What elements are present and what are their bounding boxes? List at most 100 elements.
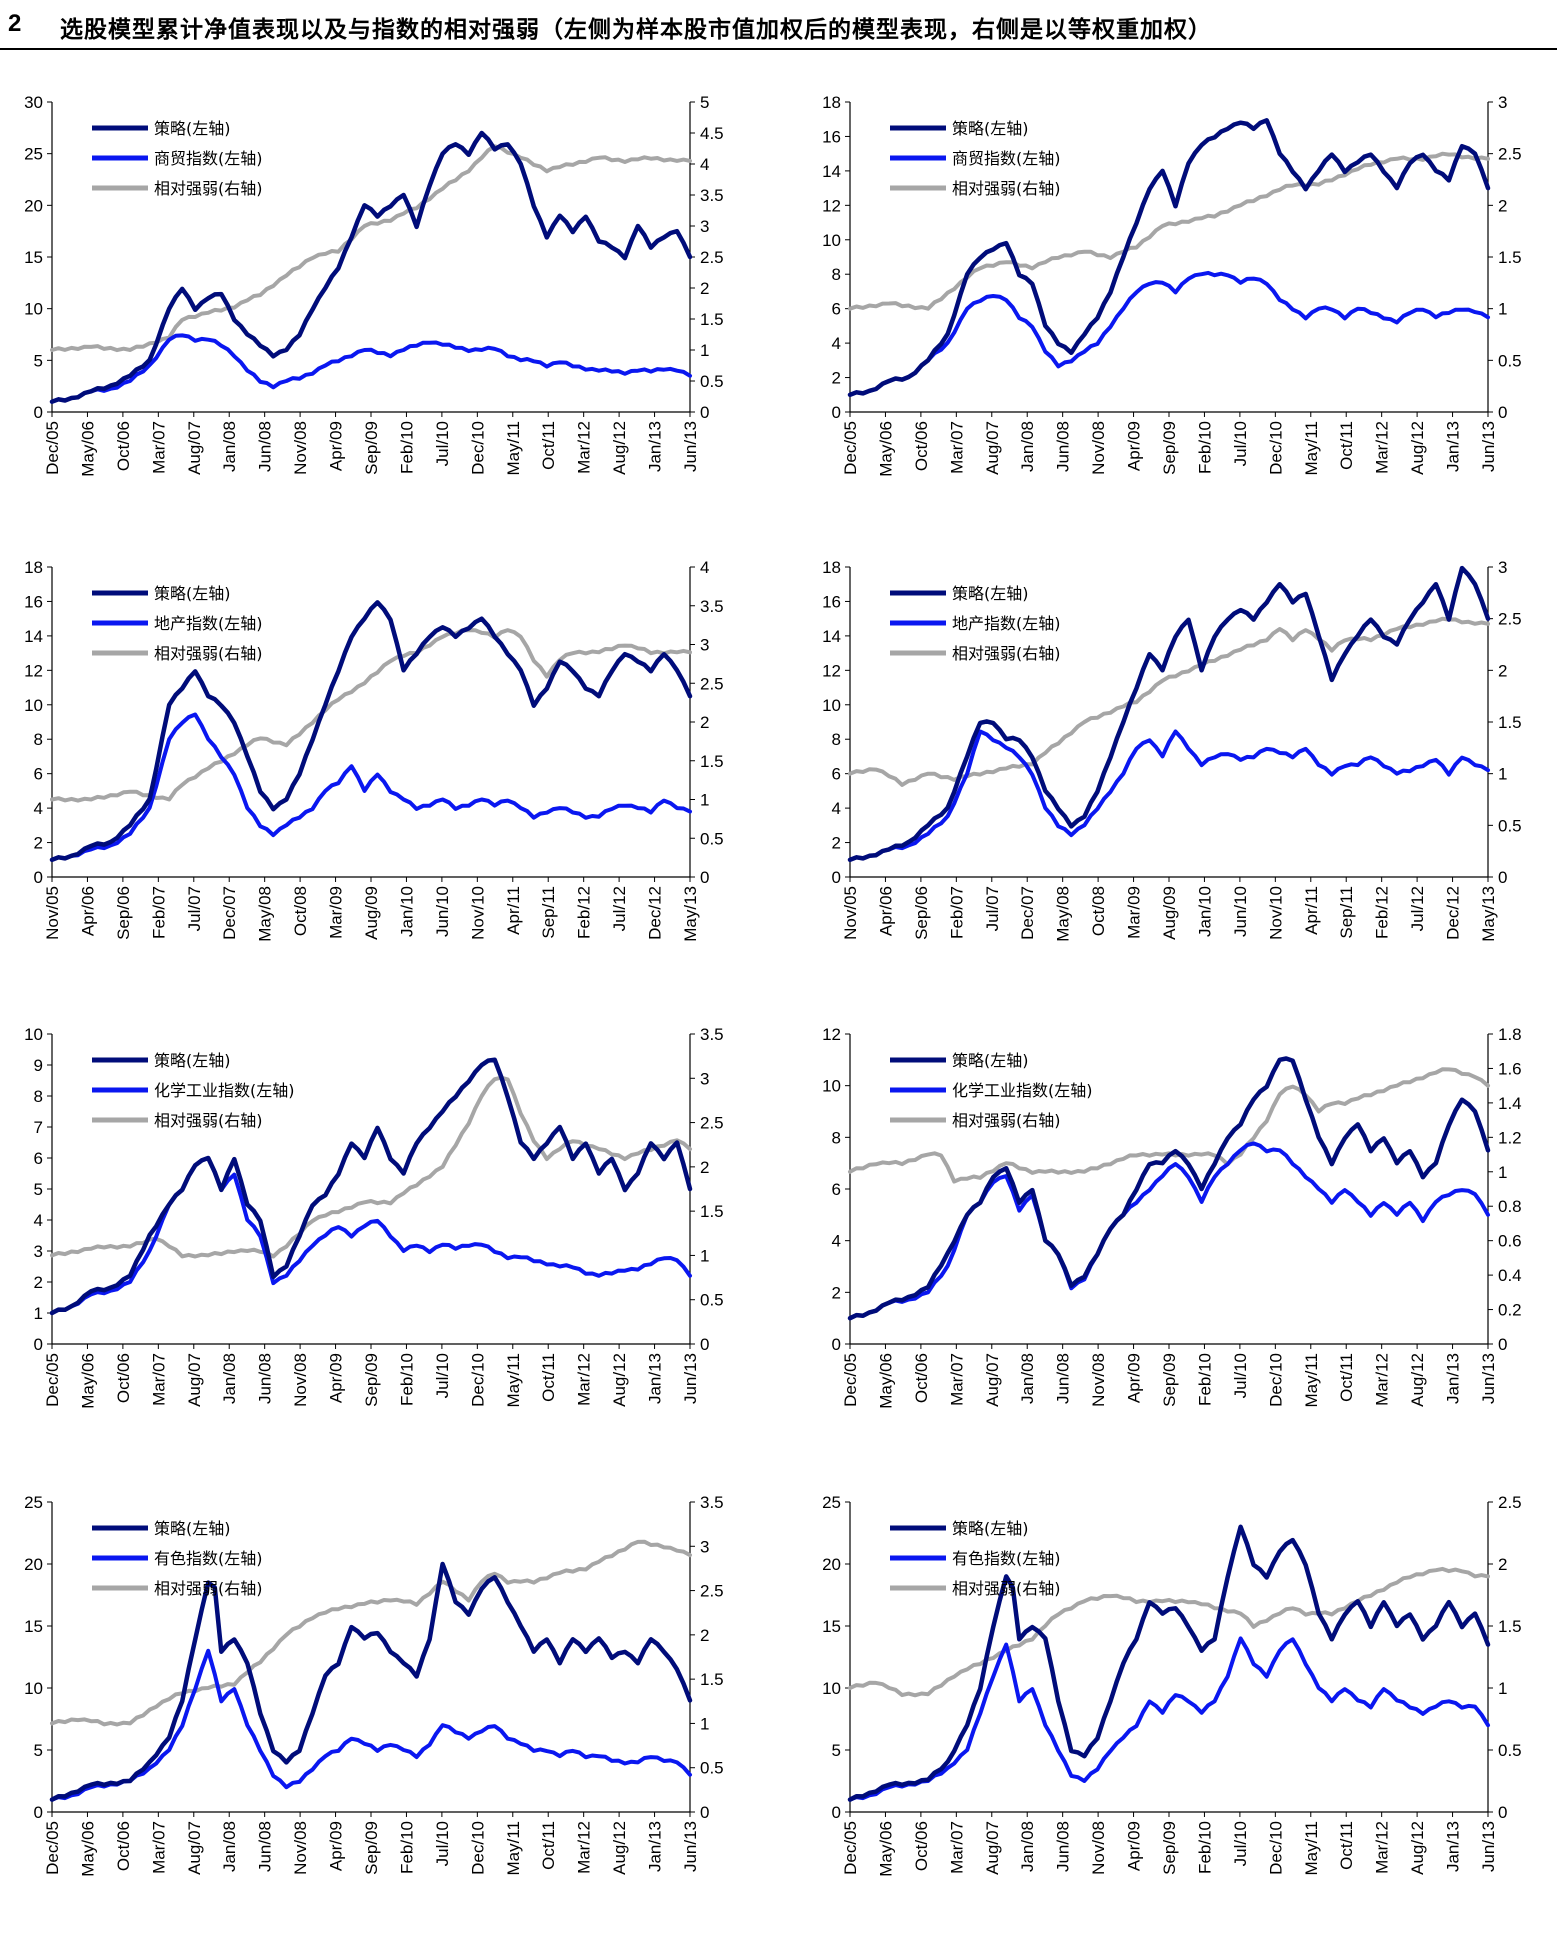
series-line-index — [50, 1156, 692, 1315]
x-tick-label: Sep/09 — [1160, 421, 1179, 475]
legend-label-index: 地产指数(左轴) — [154, 614, 263, 633]
x-tick-label: Mar/09 — [1125, 886, 1144, 939]
left-tick-label: 8 — [832, 1128, 841, 1147]
x-tick-label: Apr/09 — [1125, 421, 1144, 471]
right-tick-label: 3.5 — [700, 1025, 724, 1044]
left-tick-label: 2 — [34, 834, 43, 853]
figure-title: 选股模型累计净值表现以及与指数的相对强弱（左侧为样本股市值加权后的模型表现，右侧… — [60, 17, 1212, 43]
left-tick-label: 0 — [832, 868, 841, 887]
x-tick-label: Jan/08 — [220, 1353, 239, 1404]
x-tick-label: Aug/07 — [983, 1353, 1002, 1407]
x-tick-label: Dec/10 — [1266, 1353, 1285, 1407]
right-tick-label: 2 — [1498, 661, 1507, 680]
x-tick-label: Jun/08 — [256, 1821, 275, 1872]
left-tick-label: 1 — [34, 1304, 43, 1323]
left-tick-label: 20 — [822, 1555, 841, 1574]
left-tick-label: 25 — [24, 145, 43, 164]
left-tick-label: 6 — [34, 1149, 43, 1168]
legend-label-relative: 相对强弱(右轴) — [154, 1579, 263, 1598]
right-tick-label: 2 — [1498, 196, 1507, 215]
x-tick-label: Mar/12 — [1373, 1821, 1392, 1874]
right-tick-label: 2.5 — [700, 1582, 724, 1601]
left-tick-label: 10 — [24, 1025, 43, 1044]
right-tick-label: 3 — [700, 636, 709, 655]
right-tick-label: 2.5 — [700, 248, 724, 267]
right-tick-label: 3.5 — [700, 186, 724, 205]
x-tick-label: Mar/07 — [149, 1353, 168, 1406]
chart-svg-1: 0 5 10 15 20 25 30 0 0.5 1 1.5 2 2.5 3 3.5 4 4.5 5 Dec/05 M… — [24, 93, 724, 477]
legend-label-relative: 相对强弱(右轴) — [154, 644, 263, 663]
left-tick-label: 6 — [832, 765, 841, 784]
right-tick-label: 1.6 — [1498, 1059, 1522, 1078]
chart-panel-5: 0 1 2 3 4 5 6 7 8 9 10 0 0.5 1 1.5 2 2.5 3 3.5 Dec/05 May/06… — [0, 1000, 778, 1470]
x-tick-label: Jun/08 — [1054, 1821, 1073, 1872]
x-tick-label: Oct/11 — [1337, 1353, 1356, 1402]
left-tick-label: 9 — [34, 1056, 43, 1075]
x-tick-label: Jan/13 — [646, 421, 665, 472]
left-tick-label: 6 — [832, 300, 841, 319]
right-tick-label: 2 — [700, 1158, 709, 1177]
right-tick-label: 1 — [1498, 300, 1507, 319]
chart-svg-7: 0 5 10 15 20 25 0 0.5 1 1.5 2 2.5 3 3.5 Dec/05 May/06 Oc… — [24, 1493, 724, 1877]
legend-label-strategy: 策略(左轴) — [154, 1051, 231, 1070]
x-tick-label: Feb/07 — [149, 886, 168, 939]
left-tick-label: 12 — [822, 661, 841, 680]
right-tick-label: 3.5 — [700, 597, 724, 616]
series-line-relative — [848, 1566, 1490, 1698]
right-tick-label: 2.5 — [1498, 145, 1522, 164]
x-tick-label: May/13 — [1479, 886, 1498, 942]
right-tick-label: 0 — [1498, 1335, 1507, 1354]
left-tick-label: 8 — [34, 1087, 43, 1106]
legend-label-relative: 相对强弱(右轴) — [952, 179, 1061, 198]
right-tick-label: 1.5 — [1498, 248, 1522, 267]
x-tick-label: Jul/10 — [1231, 1353, 1250, 1398]
x-tick-label: Oct/11 — [1337, 1821, 1356, 1870]
x-tick-label: Apr/09 — [327, 1821, 346, 1871]
x-tick-label: May/06 — [78, 421, 97, 477]
series-line-strategy — [49, 1561, 693, 1802]
x-tick-label: Jun/13 — [1479, 1821, 1498, 1872]
left-tick-label: 2 — [832, 369, 841, 388]
series-line-relative — [848, 151, 1490, 311]
x-tick-label: Oct/11 — [1337, 421, 1356, 470]
legend-label-strategy: 策略(左轴) — [952, 584, 1029, 603]
x-tick-label: Apr/09 — [327, 1353, 346, 1403]
x-tick-label: Nov/08 — [291, 1353, 310, 1407]
x-tick-label: Nov/08 — [1089, 1353, 1108, 1407]
left-tick-label: 14 — [822, 627, 841, 646]
x-tick-label: Feb/10 — [1195, 1353, 1214, 1406]
x-tick-label: Jun/13 — [1479, 421, 1498, 472]
x-tick-label: Feb/12 — [1373, 886, 1392, 939]
x-tick-label: Aug/12 — [1408, 421, 1427, 475]
x-tick-label: May/06 — [78, 1821, 97, 1877]
right-tick-label: 0.4 — [1498, 1266, 1522, 1285]
x-tick-label: Jun/13 — [681, 1353, 700, 1404]
left-tick-label: 16 — [24, 592, 43, 611]
right-tick-label: 0.8 — [1498, 1197, 1522, 1216]
x-tick-label: Mar/12 — [575, 421, 594, 474]
x-tick-label: Jul/12 — [1408, 886, 1427, 931]
x-tick-label: Aug/09 — [1160, 886, 1179, 940]
chart-svg-4: 0 2 4 6 8 10 12 14 16 18 0 0.5 1 1.5 2 2.5 3 Nov/05 Apr/06… — [822, 558, 1522, 942]
right-tick-label: 1 — [1498, 1163, 1507, 1182]
legend-label-index: 商贸指数(左轴) — [154, 149, 263, 168]
x-tick-label: Sep/09 — [362, 421, 381, 475]
x-tick-label: Apr/06 — [876, 886, 895, 936]
left-tick-label: 5 — [34, 351, 43, 370]
right-tick-label: 3 — [700, 1537, 709, 1556]
series-line-strategy — [49, 130, 693, 404]
series-line-relative — [50, 1539, 692, 1727]
x-tick-label: Nov/10 — [1266, 886, 1285, 940]
x-tick-label: Jan/13 — [1444, 1821, 1463, 1872]
x-tick-label: Jan/08 — [220, 1821, 239, 1872]
x-tick-label: Sep/09 — [1160, 1353, 1179, 1407]
x-tick-label: Nov/08 — [291, 421, 310, 475]
chart-svg-8: 0 5 10 15 20 25 0 0.5 1 1.5 2 2.5 Dec/05 May/06 Oct/06… — [822, 1493, 1522, 1877]
right-tick-label: 3.5 — [700, 1493, 724, 1512]
left-tick-label: 25 — [24, 1493, 43, 1512]
left-tick-label: 10 — [822, 231, 841, 250]
series-line-relative — [50, 144, 692, 353]
right-tick-label: 4 — [700, 558, 709, 577]
right-tick-label: 0.5 — [700, 1759, 724, 1778]
left-tick-label: 12 — [822, 196, 841, 215]
